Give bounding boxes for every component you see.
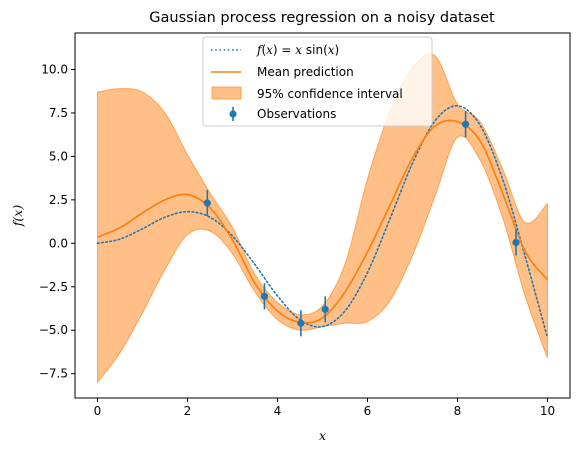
legend: f(x) = x sin(x) Mean prediction 95% conf…: [202, 36, 433, 127]
observation-point: [203, 199, 211, 207]
x-axis-label: x: [319, 428, 326, 443]
y-tick-label: 10.0: [41, 63, 68, 77]
y-tick-label: 5.0: [49, 149, 68, 163]
legend-frame: [202, 36, 433, 127]
x-axis-ticks: 0 2 4 6 8 10: [94, 398, 555, 418]
x-tick-label: 4: [274, 404, 282, 418]
x-tick-label: 6: [364, 404, 372, 418]
series-line-layer: [96, 105, 549, 339]
confidence-interval-band: [97, 53, 548, 384]
y-tick-label: −7.5: [39, 367, 68, 381]
plot-frame: [74, 32, 571, 399]
y-tick-label: −5.0: [39, 323, 68, 337]
y-tick-label: 0.0: [49, 236, 68, 250]
legend-label-observations: Observations: [257, 107, 336, 121]
observation-point: [260, 292, 269, 300]
y-axis-ticks: −7.5 −5.0 −2.5 0.0 2.5 5.0 7.5 10.0: [39, 63, 75, 381]
observation-point: [321, 305, 329, 313]
x-tick-label: 2: [184, 404, 192, 418]
x-tick-label: 0: [94, 404, 102, 418]
legend-label-mean-prediction: Mean prediction: [257, 65, 354, 79]
legend-key-observations-marker: [229, 110, 237, 118]
confidence-band-layer: [97, 53, 548, 384]
legend-label-true-function: f(x) = x sin(x): [256, 43, 339, 57]
observation-point: [512, 238, 520, 247]
x-tick-label: 10: [540, 404, 555, 418]
observation-point: [297, 319, 305, 327]
y-tick-label: 2.5: [49, 193, 68, 207]
y-tick-label: 7.5: [49, 106, 68, 120]
chart-title: Gaussian process regression on a noisy d…: [149, 10, 495, 26]
y-tick-label: −2.5: [39, 280, 68, 294]
x-tick-label: 8: [454, 404, 462, 418]
y-axis-label: f(x): [10, 205, 25, 228]
legend-key-confidence-interval: [211, 86, 242, 100]
legend-label-confidence-interval: 95% confidence interval: [257, 87, 403, 101]
observation-point: [462, 120, 470, 128]
mean-prediction-line: [97, 119, 549, 324]
observations-layer: [203, 111, 520, 337]
true-function-line: [96, 105, 549, 339]
